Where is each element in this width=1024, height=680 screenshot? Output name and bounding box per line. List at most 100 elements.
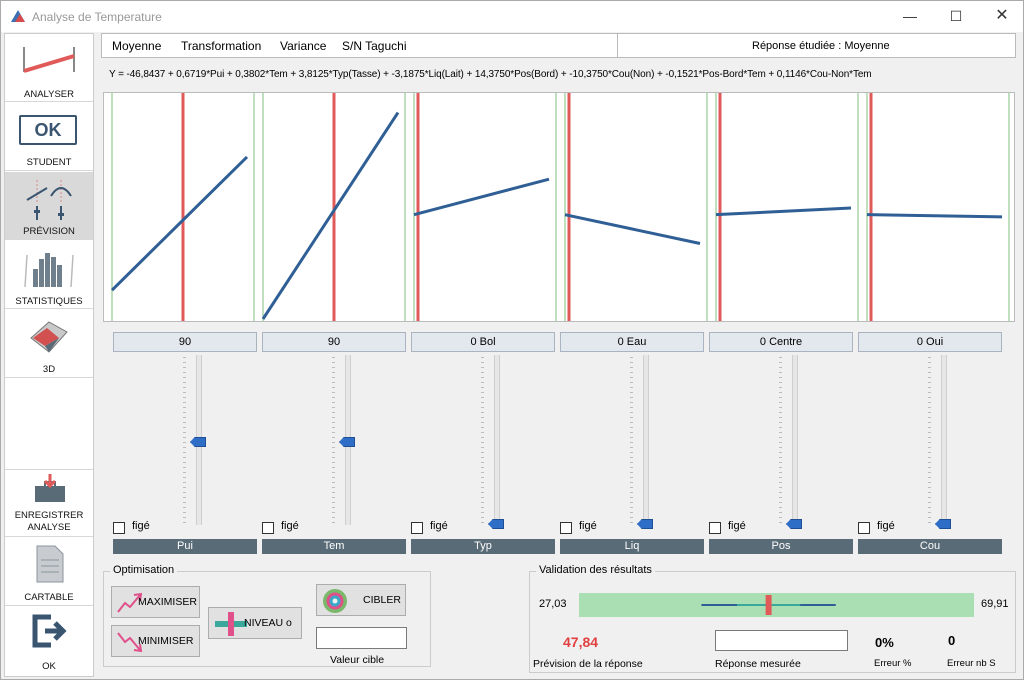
sidebar-item-prevision[interactable]: PRÉVISION (5, 172, 93, 240)
prediction-marker (765, 595, 772, 615)
factor-value-pos[interactable]: 0 Centre (709, 332, 853, 352)
sidebar-item-cartable[interactable]: CARTABLE (5, 538, 93, 606)
slider-thumb-liq[interactable] (637, 519, 653, 529)
menu-item-moyenne[interactable]: Moyenne (112, 39, 162, 53)
level-icon (215, 612, 247, 636)
slider-ticks-liq (630, 357, 633, 527)
sidebar-label-analyser: ANALYSER (24, 89, 74, 100)
slider-thumb-cou[interactable] (935, 519, 951, 529)
slider-track-liq[interactable] (643, 355, 649, 525)
minimize-button[interactable]: — (903, 8, 917, 24)
maximize-button[interactable]: ☐ (949, 8, 963, 24)
target-value-label: Valeur cible (330, 654, 385, 666)
sidebar-label-student: STUDENT (26, 157, 72, 168)
effect-line-tem (261, 111, 400, 320)
slider-track-typ[interactable] (494, 355, 500, 525)
effect-line-typ (413, 177, 550, 217)
window-title: Analyse de Temperature (32, 10, 162, 24)
niveau-button[interactable]: NIVEAU o (208, 607, 302, 639)
prediction-interval-svg (701, 595, 836, 615)
effect-line-pui (110, 155, 249, 292)
factor-value-tem[interactable]: 90 (262, 332, 406, 352)
measured-response-input[interactable] (715, 630, 848, 651)
prevision-icon (26, 180, 72, 220)
fige-label-tem: figé (281, 520, 299, 532)
target-icon (323, 589, 347, 613)
fige-checkbox-pos[interactable] (709, 522, 721, 534)
trend-up-icon (117, 592, 143, 613)
prediction-label: Prévision de la réponse (533, 658, 643, 670)
error-percent-label: Erreur % (874, 658, 912, 669)
minimiser-button[interactable]: MINIMISER (111, 625, 200, 657)
sidebar-label-prevision: PRÉVISION (23, 226, 75, 237)
title-bar: Analyse de Temperature — ☐ ✕ (1, 1, 1023, 32)
fige-label-pui: figé (132, 520, 150, 532)
menu-item-sn-taguchi[interactable]: S/N Taguchi (342, 39, 407, 53)
validation-group: Validation des résultats (529, 564, 1016, 673)
error-nb-label: Erreur nb S (947, 658, 996, 669)
fige-checkbox-tem[interactable] (262, 522, 274, 534)
factor-value-cou[interactable]: 0 Oui (858, 332, 1002, 352)
sidebar-item-3d[interactable]: 3D (5, 310, 93, 378)
factor-name-cou: Cou (858, 539, 1002, 554)
sidebar-label-enregistrer-2: ANALYSE (27, 522, 71, 533)
validation-band (579, 593, 974, 617)
slider-thumb-pos[interactable] (786, 519, 802, 529)
sidebar-label-cartable: CARTABLE (24, 592, 74, 603)
fige-checkbox-liq[interactable] (560, 522, 572, 534)
cibler-button[interactable]: CIBLER (316, 584, 406, 616)
menu-item-transformation[interactable]: Transformation (181, 39, 262, 53)
3d-icon (30, 321, 68, 353)
factor-value-pui[interactable]: 90 (113, 332, 257, 352)
slider-track-cou[interactable] (941, 355, 947, 525)
factor-name-tem: Tem (262, 539, 406, 554)
effect-line-cou (866, 213, 1003, 219)
sidebar-label-enregistrer-1: ENREGISTRER (14, 510, 84, 521)
close-button[interactable]: ✕ (995, 7, 1009, 24)
slider-ticks-typ (481, 357, 484, 527)
maximiser-button[interactable]: MAXIMISER (111, 586, 200, 618)
sidebar: ANALYSER OK STUDENT PRÉVISION (4, 33, 94, 677)
fige-label-cou: figé (877, 520, 895, 532)
validation-title: Validation des résultats (536, 564, 655, 576)
factor-name-typ: Typ (411, 539, 555, 554)
slider-thumb-pui[interactable] (190, 437, 206, 447)
optimisation-title: Optimisation (110, 564, 178, 576)
sidebar-item-student[interactable]: OK STUDENT (5, 103, 93, 171)
sidebar-item-ok[interactable]: OK (5, 607, 93, 676)
slider-thumb-typ[interactable] (488, 519, 504, 529)
model-equation: Y = -46,8437 + 0,6719*Pui + 0,3802*Tem +… (109, 69, 872, 80)
fige-checkbox-typ[interactable] (411, 522, 423, 534)
fige-checkbox-cou[interactable] (858, 522, 870, 534)
sidebar-item-analyser[interactable]: ANALYSER (5, 34, 93, 102)
sidebar-label-statistiques: STATISTIQUES (15, 296, 83, 307)
optimisation-group: Optimisation MAXIMISER MINIMISER NIVEAU … (103, 564, 431, 667)
fige-checkbox-pui[interactable] (113, 522, 125, 534)
effect-line-pos (715, 206, 852, 217)
factor-value-liq[interactable]: 0 Eau (560, 332, 704, 352)
factor-value-typ[interactable]: 0 Bol (411, 332, 555, 352)
niveau-label: NIVEAU o (244, 617, 292, 629)
sidebar-item-statistiques[interactable]: STATISTIQUES (5, 241, 93, 309)
minimiser-label: MINIMISER (138, 635, 194, 647)
slider-ticks-pos (779, 357, 782, 527)
slider-ticks-tem (332, 357, 335, 527)
factor-name-liq: Liq (560, 539, 704, 554)
analyser-icon (23, 47, 75, 73)
measured-response-label: Réponse mesurée (715, 658, 801, 670)
menu-item-variance[interactable]: Variance (280, 39, 327, 53)
statistics-icon (24, 253, 74, 288)
error-nb-value: 0 (948, 633, 956, 648)
trend-down-icon (117, 632, 143, 653)
factor-name-pui: Pui (113, 539, 257, 554)
document-icon (36, 545, 64, 583)
app-icon (11, 10, 25, 22)
prediction-value: 47,84 (563, 634, 599, 650)
slider-track-pos[interactable] (792, 355, 798, 525)
slider-thumb-tem[interactable] (339, 437, 355, 447)
cibler-label: CIBLER (363, 594, 401, 606)
fige-label-liq: figé (579, 520, 597, 532)
sidebar-item-enregistrer[interactable]: ENREGISTRER ANALYSE (5, 469, 93, 537)
target-value-input[interactable] (316, 627, 407, 649)
